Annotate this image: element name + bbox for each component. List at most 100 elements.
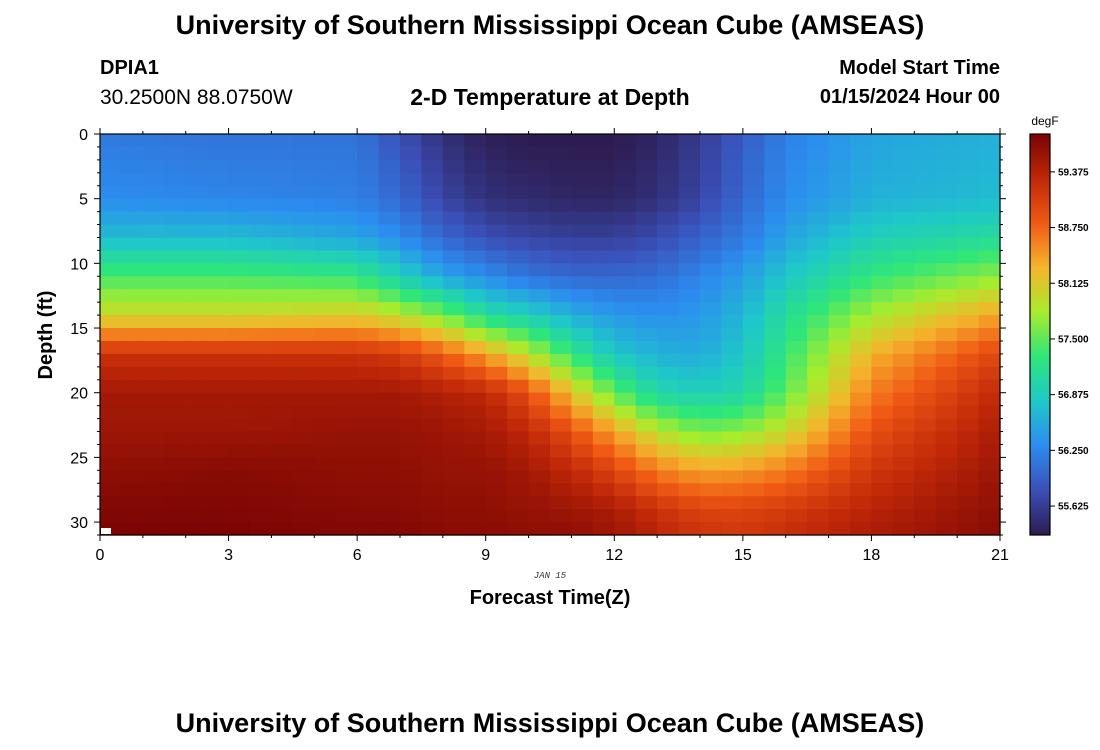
heatmap-cell xyxy=(850,224,873,239)
heatmap-cell xyxy=(271,444,294,458)
heatmap-cell xyxy=(271,328,294,342)
heatmap-cell xyxy=(485,224,508,239)
heatmap-cell xyxy=(592,418,615,433)
heatmap-cell xyxy=(957,328,980,342)
heatmap-cell xyxy=(228,509,251,523)
heatmap-cell xyxy=(357,496,380,510)
heatmap-cell xyxy=(485,146,508,161)
heatmap-cell xyxy=(721,509,744,523)
heatmap-cell xyxy=(892,237,915,252)
heatmap-cell xyxy=(528,392,551,407)
heatmap-cell xyxy=(335,302,358,316)
heatmap-cell xyxy=(678,172,701,187)
heatmap-cell xyxy=(378,483,401,497)
heatmap-cell xyxy=(400,379,423,394)
heatmap-cell xyxy=(978,483,1001,497)
heatmap-cell xyxy=(550,276,573,290)
heatmap-cell xyxy=(207,340,230,355)
heatmap-cell xyxy=(871,185,894,200)
heatmap-cell xyxy=(785,211,808,226)
heatmap-cell xyxy=(742,198,765,213)
heatmap-cell xyxy=(164,483,187,497)
heatmap-cell xyxy=(228,302,251,316)
heatmap-cell xyxy=(292,263,315,277)
heatmap-cell xyxy=(935,224,958,239)
heatmap-cell xyxy=(164,198,187,213)
heatmap-cell xyxy=(528,172,551,187)
heatmap-cell xyxy=(635,328,658,342)
heatmap-cell xyxy=(164,366,187,381)
heatmap-cell xyxy=(914,276,937,290)
heatmap-cell xyxy=(314,392,337,407)
heatmap-cell xyxy=(378,328,401,342)
heatmap-cell xyxy=(807,198,830,213)
heatmap-cell xyxy=(550,483,573,497)
heatmap-cell xyxy=(314,418,337,433)
heatmap-cell xyxy=(828,444,851,458)
heatmap-cell xyxy=(228,159,251,174)
heatmap-cell xyxy=(271,315,294,329)
heatmap-cell xyxy=(828,470,851,484)
heatmap-cell xyxy=(892,457,915,471)
heatmap-cell xyxy=(935,483,958,497)
heatmap-cell xyxy=(142,328,165,342)
heatmap-cell xyxy=(828,289,851,303)
heatmap-cell xyxy=(571,366,594,381)
heatmap-cell xyxy=(164,146,187,161)
heatmap-cell xyxy=(400,353,423,368)
heatmap-cell xyxy=(700,198,723,213)
heatmap-cell xyxy=(657,418,680,433)
heatmap-cell xyxy=(314,159,337,174)
heatmap-cell xyxy=(464,302,487,316)
heatmap-cell xyxy=(335,379,358,394)
heatmap-cell xyxy=(335,315,358,329)
heatmap-cell xyxy=(592,431,615,446)
heatmap-cell xyxy=(871,366,894,381)
heatmap-cell xyxy=(464,211,487,226)
heatmap-cell xyxy=(678,134,701,148)
heatmap-cell xyxy=(121,302,144,316)
heatmap-cell xyxy=(614,392,637,407)
heatmap-cell xyxy=(978,470,1001,484)
heatmap-cell xyxy=(442,431,465,446)
heatmap-cell xyxy=(721,457,744,471)
heatmap-cell xyxy=(978,276,1001,290)
heatmap-cell xyxy=(785,379,808,394)
heatmap-cell xyxy=(721,444,744,458)
heatmap-cell xyxy=(678,328,701,342)
heatmap-cell xyxy=(121,444,144,458)
heatmap-cell xyxy=(807,185,830,200)
heatmap-cell xyxy=(100,444,123,458)
heatmap-cell xyxy=(871,457,894,471)
heatmap-cell xyxy=(957,340,980,355)
heatmap-cell xyxy=(978,198,1001,213)
heatmap-cell xyxy=(378,457,401,471)
heatmap-cell xyxy=(121,185,144,200)
heatmap-cell xyxy=(657,392,680,407)
heatmap-cell xyxy=(421,315,444,329)
heatmap-cell xyxy=(292,289,315,303)
heatmap-cell xyxy=(100,134,123,148)
heatmap-cell xyxy=(464,496,487,510)
heatmap-cell xyxy=(314,444,337,458)
heatmap-cell xyxy=(121,405,144,420)
heatmap-cell xyxy=(700,185,723,200)
heatmap-cell xyxy=(164,276,187,290)
heatmap-cell xyxy=(721,276,744,290)
heatmap-cell xyxy=(850,444,873,458)
heatmap-cell xyxy=(614,263,637,277)
heatmap-cell xyxy=(121,483,144,497)
heatmap-cell xyxy=(464,224,487,239)
heatmap-cell xyxy=(807,250,830,264)
heatmap-cell xyxy=(507,353,530,368)
heatmap-cell xyxy=(228,418,251,433)
heatmap-cell xyxy=(892,340,915,355)
heatmap-cell xyxy=(657,198,680,213)
heatmap-cell xyxy=(721,328,744,342)
heatmap-cell xyxy=(700,224,723,239)
heatmap-cell xyxy=(871,483,894,497)
heatmap-cell xyxy=(592,405,615,420)
heatmap-cell xyxy=(785,405,808,420)
heatmap-cell xyxy=(164,289,187,303)
heatmap-cell xyxy=(271,237,294,252)
